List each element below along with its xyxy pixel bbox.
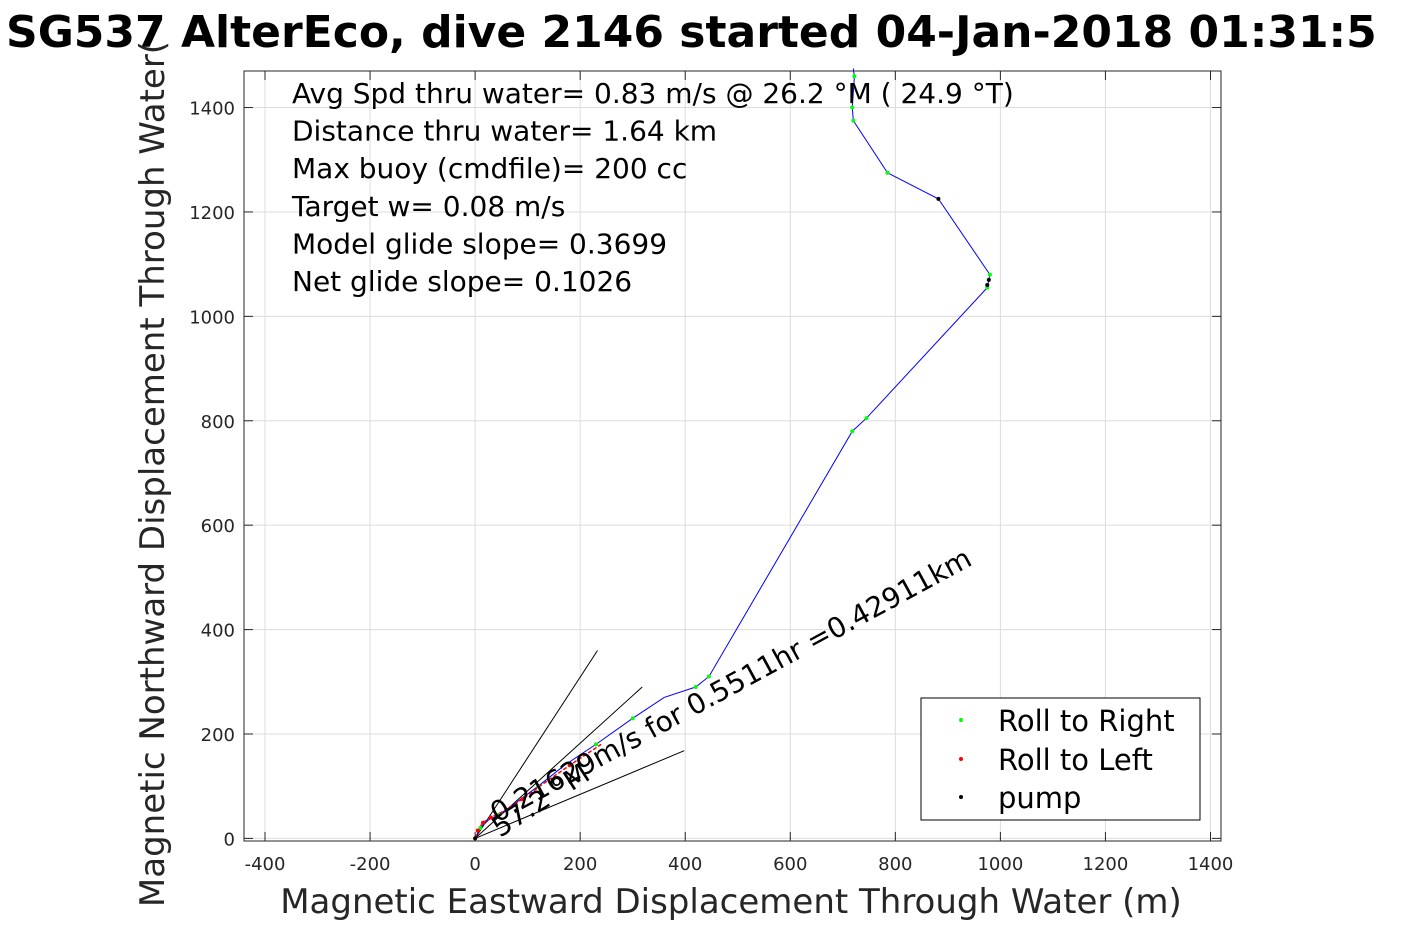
x-axis-label: Magnetic Eastward Displacement Through W… xyxy=(280,882,1182,922)
x-tick-label: 1200 xyxy=(1083,854,1129,875)
legend-box xyxy=(920,697,1201,821)
roll-left-track-line xyxy=(474,743,602,839)
plot-frame xyxy=(243,70,1222,842)
axis-ticks: -400 -200 0 200 400 600 800 1000 1200 1400 0 200 400… xyxy=(189,71,1233,875)
x-tick-label: -200 xyxy=(350,854,391,875)
y-tick-label: 400 xyxy=(201,621,235,642)
data-layer xyxy=(473,68,992,841)
stats-annotation-line: Distance thru water= 1.64 km xyxy=(292,115,717,148)
current-uncertainty-line xyxy=(474,750,685,839)
roll-right-point xyxy=(693,685,698,689)
y-tick-label: 0 xyxy=(224,829,235,850)
roll-right-point xyxy=(852,74,857,79)
pump-point xyxy=(936,196,941,201)
roll-left-point xyxy=(567,763,572,768)
x-tick-label: 400 xyxy=(668,854,702,875)
x-tick-label: 200 xyxy=(563,854,597,875)
grid-lines xyxy=(244,71,1221,841)
roll-right-point xyxy=(851,118,856,123)
y-tick-label: 1400 xyxy=(189,99,235,120)
roll-right-point xyxy=(536,784,541,789)
legend: Roll to Right Roll to Left pump xyxy=(920,697,1201,821)
x-tick-label: -400 xyxy=(245,854,286,875)
legend-label-roll-right: Roll to Right xyxy=(998,704,1175,738)
roll-right-point xyxy=(987,272,992,277)
pump-point xyxy=(473,836,478,841)
y-tick-label: 800 xyxy=(201,412,235,433)
pump-point xyxy=(985,283,990,288)
legend-marker-pump xyxy=(959,795,963,799)
x-tick-label: 1400 xyxy=(1188,854,1234,875)
plot-area-border xyxy=(243,70,1222,842)
roll-right-point xyxy=(850,429,855,434)
pump-point xyxy=(986,277,991,282)
roll-left-point xyxy=(475,828,480,833)
legend-label-roll-left: Roll to Left xyxy=(998,743,1153,777)
y-tick-label: 200 xyxy=(201,725,235,746)
current-uncertainty-line xyxy=(474,686,643,839)
roll-right-point xyxy=(630,716,635,721)
x-tick-label: 600 xyxy=(773,854,807,875)
roll-right-point xyxy=(885,170,890,175)
x-tick-label: 0 xyxy=(469,854,480,875)
roll-left-point xyxy=(520,797,525,802)
chart-title: SG537 AlterEco, dive 2146 started 04-Jan… xyxy=(6,7,1377,58)
roll-right-point xyxy=(478,825,483,830)
roll-right-point xyxy=(850,105,855,110)
y-axis-label: Magnetic Northward Displacement Through … xyxy=(133,41,173,907)
y-tick-label: 1000 xyxy=(189,307,235,328)
roll-right-point xyxy=(496,812,501,817)
stats-annotation-line: Net glide slope= 0.1026 xyxy=(292,265,632,298)
stats-annotation-line: Target w= 0.08 m/s xyxy=(291,190,565,223)
legend-marker-roll-right xyxy=(959,718,963,722)
roll-right-point xyxy=(864,416,869,421)
stats-annotation-line: Model glide slope= 0.3699 xyxy=(292,227,667,260)
y-tick-label: 600 xyxy=(201,516,235,537)
annotations: Avg Spd thru water= 0.83 m/s @ 26.2 °M (… xyxy=(291,77,1014,844)
roll-left-point xyxy=(480,820,485,825)
y-tick-label: 1200 xyxy=(189,203,235,224)
stats-annotation-line: Avg Spd thru water= 0.83 m/s @ 26.2 °M (… xyxy=(292,77,1014,110)
dive-track-line xyxy=(474,68,991,839)
roll-right-point xyxy=(706,674,711,679)
roll-left-point xyxy=(488,815,493,820)
x-tick-label: 1000 xyxy=(977,854,1023,875)
stats-annotation-line: Max buoy (cmdfile)= 200 cc xyxy=(292,152,687,185)
roll-right-point xyxy=(593,742,598,747)
legend-marker-roll-left xyxy=(959,757,963,761)
x-tick-label: 800 xyxy=(878,854,912,875)
current-vector-line xyxy=(474,650,598,839)
legend-label-pump: pump xyxy=(998,781,1081,815)
